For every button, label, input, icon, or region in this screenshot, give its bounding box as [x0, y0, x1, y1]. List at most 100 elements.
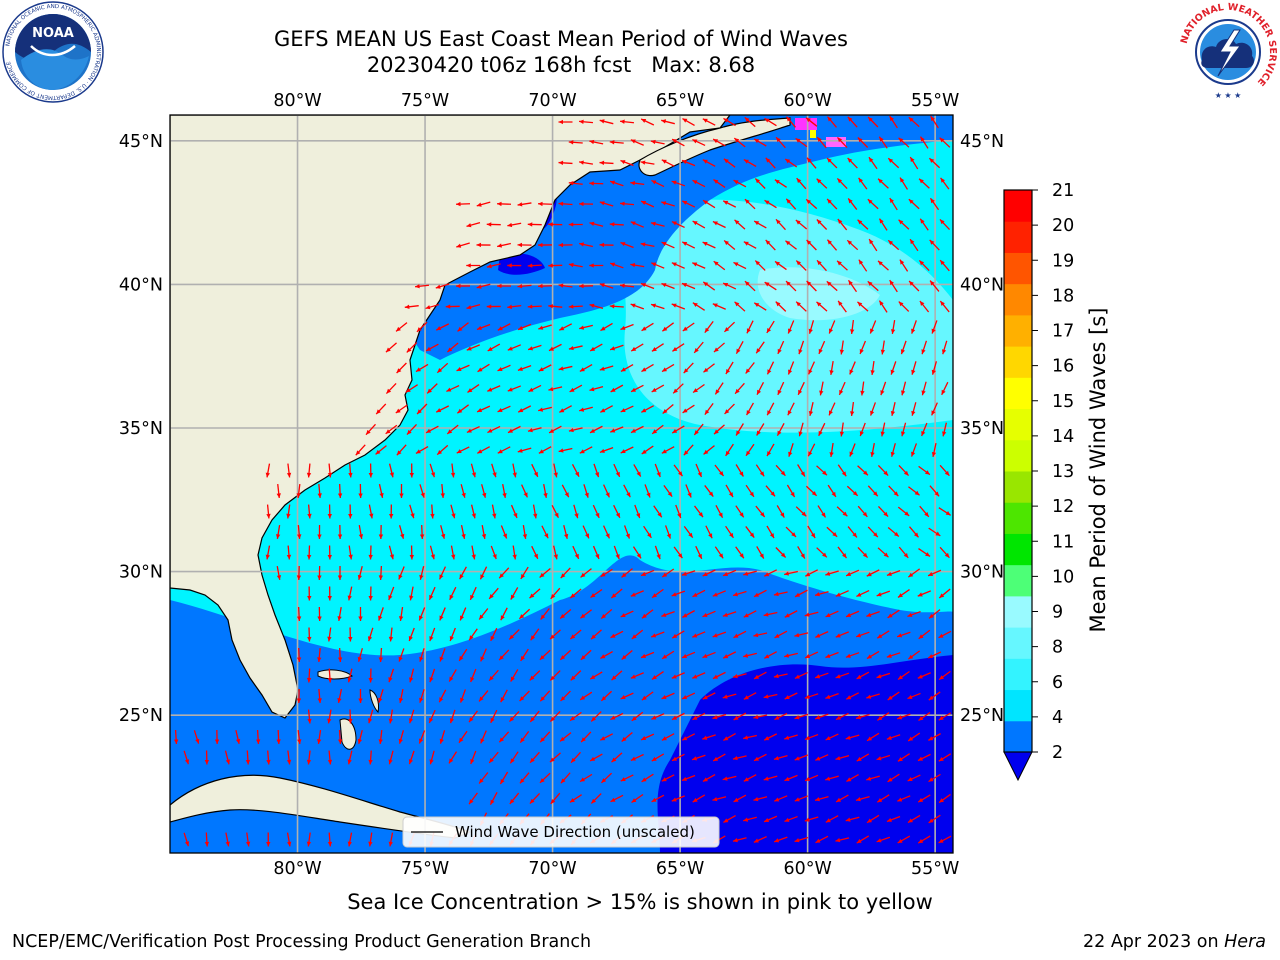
wind-vector: [798, 422, 804, 437]
wind-vector: [917, 672, 931, 679]
wind-vector: [807, 361, 816, 375]
colorbar-segment: [1004, 408, 1032, 441]
legend-box: Wind Wave Direction (unscaled): [402, 816, 720, 848]
wind-vector: [733, 794, 747, 803]
wind-vector: [317, 606, 322, 622]
wind-vector: [470, 504, 476, 519]
wind-vector: [907, 568, 921, 578]
wind-vector: [497, 405, 511, 413]
wind-vector: [510, 669, 519, 682]
wind-vector: [733, 712, 747, 721]
wind-vector: [794, 836, 809, 843]
wind-vector: [877, 260, 889, 271]
wind-vector: [673, 546, 683, 559]
wind-vector: [490, 709, 498, 724]
wind-vector: [498, 731, 510, 743]
wind-vector: [348, 545, 353, 560]
wind-vector: [537, 283, 553, 289]
wind-vector: [476, 405, 491, 413]
lat-tick-label: 45°N: [960, 132, 1004, 152]
wind-vector: [456, 404, 470, 414]
wind-vector: [409, 463, 414, 478]
wind-vector: [723, 814, 736, 824]
wind-vector: [337, 647, 343, 663]
wind-vector: [907, 692, 921, 700]
wind-vector: [880, 340, 886, 355]
wind-vector: [478, 690, 489, 702]
wind-vector: [867, 198, 879, 210]
wind-vector: [764, 651, 777, 659]
wind-vector: [568, 222, 583, 227]
wind-vector: [694, 505, 704, 518]
wind-vector: [512, 545, 517, 560]
wind-vector: [368, 545, 373, 560]
wind-vector: [497, 364, 511, 372]
wind-vector: [613, 545, 620, 560]
wind-vector: [753, 753, 767, 762]
wind-vector: [640, 160, 655, 165]
colorbar-segment: [1004, 252, 1032, 285]
wind-vector: [480, 730, 487, 744]
wind-vector: [773, 754, 788, 761]
lat-tick-label: 45°N: [119, 132, 163, 152]
wind-vector: [398, 730, 405, 744]
wind-vector: [743, 610, 757, 618]
wind-vector: [917, 835, 931, 844]
colorbar-tick-label: 8: [1052, 638, 1063, 658]
wind-vector: [425, 303, 440, 310]
wind-vector: [671, 590, 686, 597]
wind-vector: [692, 302, 705, 311]
wind-vector: [468, 792, 478, 805]
wind-vector: [754, 178, 766, 189]
wind-vector: [589, 181, 604, 186]
wind-vector: [357, 648, 363, 662]
wind-vector: [939, 259, 950, 272]
wind-vector: [558, 365, 573, 371]
wind-vector: [640, 651, 655, 659]
wind-vector: [548, 222, 563, 227]
wind-vector: [476, 242, 491, 248]
legend-label: Wind Wave Direction (unscaled): [455, 823, 695, 841]
wind-vector: [876, 836, 891, 843]
title-line-1: GEFS MEAN US East Coast Mean Period of W…: [274, 27, 848, 51]
wind-vector: [682, 117, 695, 127]
wind-vector: [661, 692, 675, 700]
wind-vector: [825, 815, 839, 823]
wind-vector: [794, 795, 809, 802]
wind-vector: [753, 836, 767, 843]
wind-vector: [692, 794, 706, 803]
colorbar-segment: [1004, 627, 1032, 659]
wind-vector: [306, 750, 312, 765]
wind-vector: [650, 139, 665, 145]
wind-vector: [691, 754, 706, 761]
wind-vector: [469, 586, 477, 601]
wind-vector: [775, 136, 786, 149]
wind-vector: [807, 443, 816, 457]
wind-vector: [578, 201, 594, 207]
colorbar-tick-label: 4: [1052, 708, 1063, 728]
wind-vector: [866, 775, 880, 781]
wind-vector: [446, 424, 459, 435]
wind-vector: [766, 443, 775, 457]
wind-vector: [458, 648, 468, 662]
wind-vector: [477, 363, 490, 373]
wind-vector: [409, 545, 414, 560]
wind-vector: [276, 565, 282, 581]
wind-vector: [918, 711, 931, 722]
wind-vector: [368, 504, 374, 519]
wind-vector: [306, 463, 312, 478]
wind-vector: [856, 671, 870, 680]
wind-vector: [725, 525, 734, 539]
wind-vector: [743, 774, 757, 782]
wind-vector: [357, 566, 363, 580]
nws-logo: NATIONAL WEATHER SERVICE ★ ★ ★: [1178, 2, 1278, 102]
wind-vector: [722, 775, 737, 781]
wind-vector: [429, 750, 435, 765]
wind-vector: [907, 774, 921, 782]
wind-vector: [928, 691, 941, 701]
wind-vector: [440, 483, 445, 499]
wind-vector: [878, 136, 888, 149]
wind-vector: [899, 259, 909, 272]
wind-vector: [419, 484, 425, 498]
wind-vector: [579, 324, 593, 330]
